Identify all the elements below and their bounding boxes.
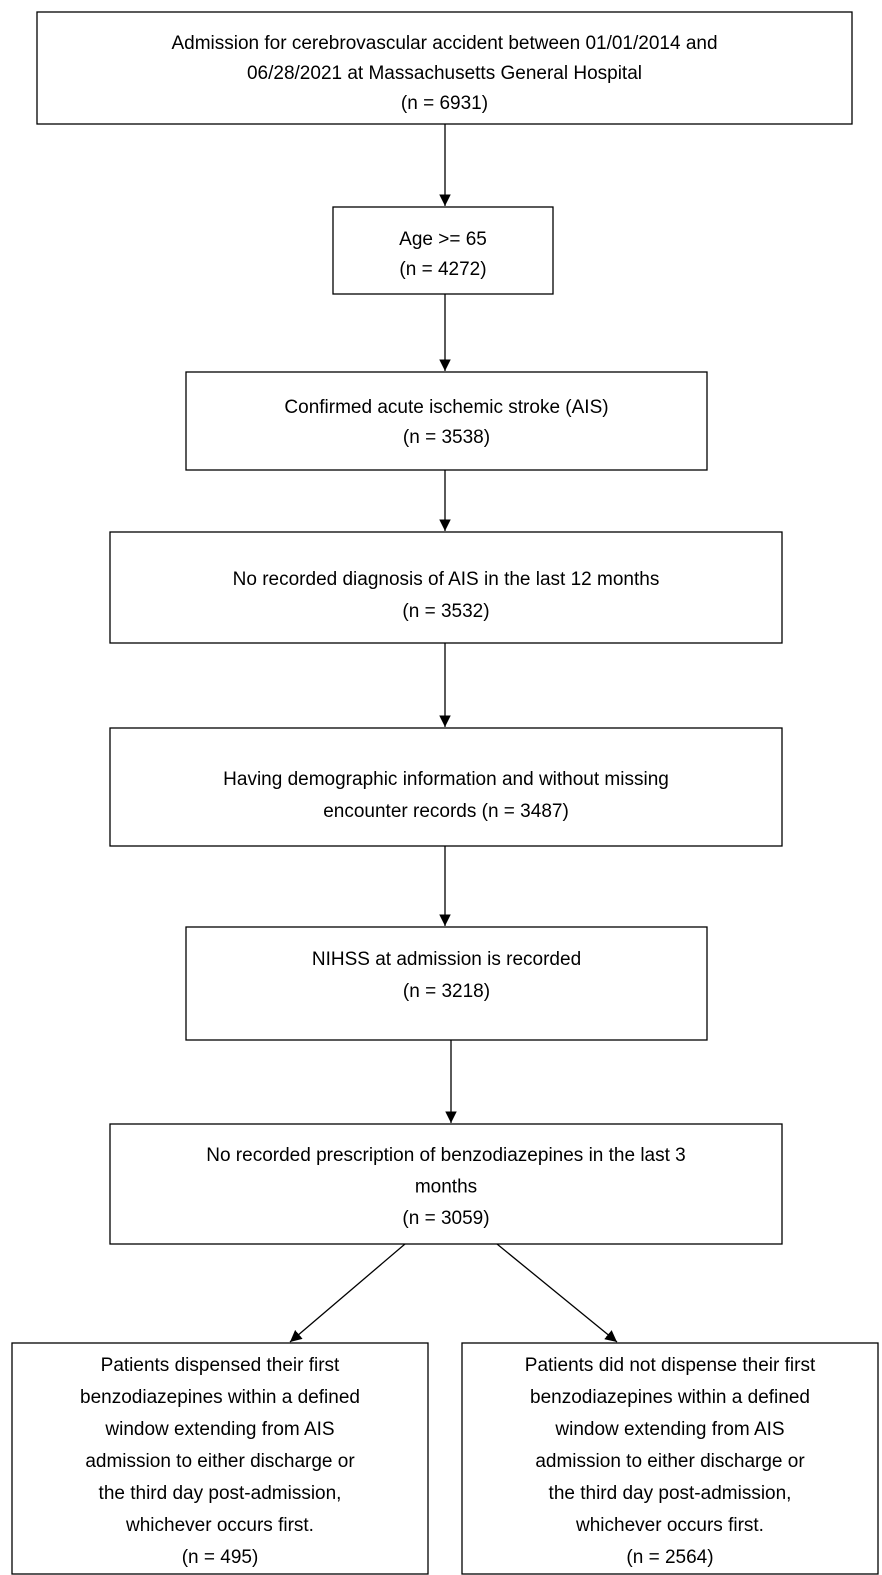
box-text: Admission for cerebrovascular accident b… [171, 33, 717, 54]
box-text: (n = 3538) [403, 427, 490, 448]
box-text: the third day post-admission, [549, 1483, 792, 1504]
box-text: Patients dispensed their first [101, 1355, 340, 1376]
flow-box [461, 1342, 879, 1575]
flow-box [185, 371, 708, 471]
flow-box [11, 1342, 429, 1575]
box-text: (n = 3218) [403, 981, 490, 1002]
box-text: (n = 2564) [626, 1547, 713, 1568]
box-text: admission to either discharge or [85, 1451, 355, 1472]
box-text: 06/28/2021 at Massachusetts General Hosp… [247, 63, 642, 84]
box-text: No recorded prescription of benzodiazepi… [206, 1145, 686, 1166]
box-text: Patients did not dispense their first [525, 1355, 816, 1376]
box-text: (n = 4272) [399, 259, 486, 280]
box-text: whichever occurs first. [125, 1515, 314, 1536]
box-text: the third day post-admission, [99, 1483, 342, 1504]
box-text: NIHSS at admission is recorded [312, 949, 581, 970]
box-text: Age >= 65 [399, 229, 487, 250]
box-text: (n = 6931) [401, 93, 488, 114]
arrows [289, 124, 618, 1343]
box-text: No recorded diagnosis of AIS in the last… [233, 569, 660, 590]
flow-box [109, 727, 783, 847]
box-text: benzodiazepines within a defined [530, 1387, 810, 1408]
box-text: Confirmed acute ischemic stroke (AIS) [284, 397, 608, 418]
flow-box [185, 926, 708, 1041]
box-text: benzodiazepines within a defined [80, 1387, 360, 1408]
arrow [496, 1243, 618, 1343]
box-text: months [415, 1177, 477, 1198]
box-text: window extending from AIS [554, 1419, 784, 1440]
box-text: (n = 3059) [402, 1208, 489, 1229]
flow-box [36, 11, 853, 125]
box-text: whichever occurs first. [575, 1515, 764, 1536]
box-text: window extending from AIS [104, 1419, 334, 1440]
flow-box [109, 531, 783, 644]
box-text: (n = 495) [182, 1547, 259, 1568]
flow-box [332, 206, 554, 295]
arrow [289, 1243, 406, 1343]
box-text: (n = 3532) [402, 601, 489, 622]
flow-box [109, 1123, 783, 1245]
box-text: admission to either discharge or [535, 1451, 805, 1472]
box-text: encounter records (n = 3487) [323, 801, 569, 822]
box-text: Having demographic information and witho… [223, 769, 669, 790]
